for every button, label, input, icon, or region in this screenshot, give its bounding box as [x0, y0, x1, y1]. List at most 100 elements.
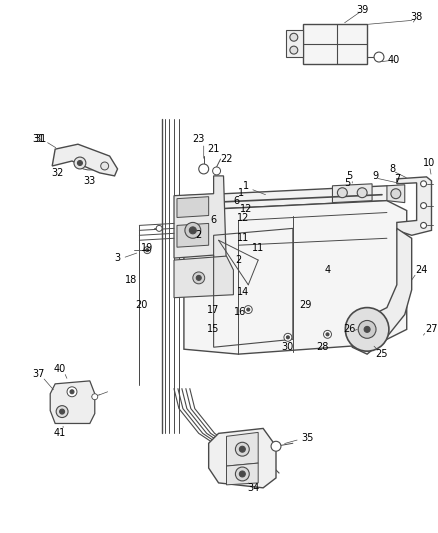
Text: 10: 10: [424, 158, 436, 168]
Text: 29: 29: [300, 300, 312, 310]
Text: 12: 12: [237, 214, 250, 223]
Text: 11: 11: [237, 233, 250, 243]
Text: 6: 6: [233, 196, 240, 206]
Polygon shape: [332, 184, 372, 203]
Text: 2: 2: [235, 255, 241, 265]
Text: 4: 4: [325, 265, 331, 275]
Circle shape: [74, 157, 86, 169]
Text: 40: 40: [54, 364, 66, 374]
Polygon shape: [50, 381, 95, 423]
Text: 20: 20: [135, 300, 148, 310]
Text: 15: 15: [208, 325, 220, 334]
Polygon shape: [397, 177, 431, 235]
Text: 40: 40: [388, 55, 400, 65]
Polygon shape: [352, 228, 412, 354]
Text: 28: 28: [316, 342, 329, 352]
Text: 31: 31: [34, 134, 46, 144]
Text: 5: 5: [346, 171, 353, 181]
Text: 30: 30: [282, 342, 294, 352]
Text: 18: 18: [125, 275, 138, 285]
Text: 6: 6: [211, 215, 217, 225]
Text: 21: 21: [208, 144, 220, 154]
Polygon shape: [226, 432, 258, 466]
Polygon shape: [174, 256, 233, 298]
Circle shape: [70, 390, 74, 394]
Polygon shape: [184, 186, 402, 211]
Polygon shape: [177, 223, 208, 247]
Text: 2: 2: [196, 230, 202, 240]
Text: 27: 27: [425, 325, 438, 334]
Circle shape: [56, 406, 68, 417]
Text: 5: 5: [344, 178, 350, 188]
Text: 24: 24: [415, 265, 428, 275]
Circle shape: [290, 33, 298, 41]
Text: 32: 32: [51, 168, 64, 178]
Text: 9: 9: [372, 171, 378, 181]
Text: 1: 1: [243, 181, 249, 191]
Circle shape: [78, 160, 82, 165]
Polygon shape: [52, 144, 117, 176]
Circle shape: [193, 272, 205, 284]
Circle shape: [391, 189, 401, 199]
Circle shape: [212, 167, 221, 175]
Text: 39: 39: [356, 5, 368, 15]
Text: 16: 16: [234, 306, 247, 317]
Text: 34: 34: [247, 483, 259, 493]
Text: 3: 3: [114, 253, 120, 263]
Text: 7: 7: [394, 174, 400, 184]
Text: 25: 25: [376, 349, 388, 359]
Circle shape: [146, 249, 149, 252]
Polygon shape: [226, 463, 258, 485]
Circle shape: [144, 247, 151, 254]
Circle shape: [326, 333, 329, 336]
Polygon shape: [208, 429, 276, 488]
Text: 23: 23: [193, 134, 205, 144]
Circle shape: [60, 409, 64, 414]
Circle shape: [199, 164, 208, 174]
Text: 26: 26: [343, 325, 356, 334]
Circle shape: [67, 387, 77, 397]
Text: 38: 38: [410, 12, 423, 22]
Circle shape: [247, 308, 250, 311]
Circle shape: [244, 305, 252, 313]
Circle shape: [189, 227, 196, 234]
Text: 11: 11: [252, 243, 264, 253]
Circle shape: [345, 308, 389, 351]
Circle shape: [239, 471, 245, 477]
Circle shape: [286, 336, 290, 339]
Polygon shape: [174, 176, 226, 272]
Circle shape: [374, 52, 384, 62]
Text: 12: 12: [240, 204, 252, 214]
Polygon shape: [184, 200, 407, 354]
Circle shape: [420, 222, 427, 228]
Polygon shape: [177, 197, 208, 217]
Circle shape: [235, 467, 249, 481]
Text: 31: 31: [32, 134, 44, 144]
Text: 17: 17: [208, 304, 220, 314]
Text: 41: 41: [54, 429, 66, 438]
Circle shape: [284, 333, 292, 341]
Polygon shape: [387, 185, 405, 203]
Circle shape: [156, 225, 162, 231]
Circle shape: [324, 330, 332, 338]
Text: 33: 33: [84, 176, 96, 186]
Circle shape: [358, 320, 376, 338]
Text: 35: 35: [301, 433, 314, 443]
Circle shape: [101, 162, 109, 170]
Circle shape: [337, 188, 347, 198]
Circle shape: [290, 46, 298, 54]
Circle shape: [364, 326, 370, 333]
Polygon shape: [303, 25, 367, 64]
Text: 19: 19: [141, 243, 153, 253]
Text: 22: 22: [220, 154, 233, 164]
Circle shape: [185, 222, 201, 238]
Circle shape: [420, 181, 427, 187]
Text: 14: 14: [237, 287, 250, 297]
Circle shape: [196, 276, 201, 280]
Circle shape: [239, 446, 245, 452]
Circle shape: [420, 203, 427, 208]
Text: 37: 37: [32, 369, 45, 379]
Circle shape: [92, 394, 98, 400]
Text: 8: 8: [390, 164, 396, 174]
Text: 1: 1: [238, 188, 244, 198]
